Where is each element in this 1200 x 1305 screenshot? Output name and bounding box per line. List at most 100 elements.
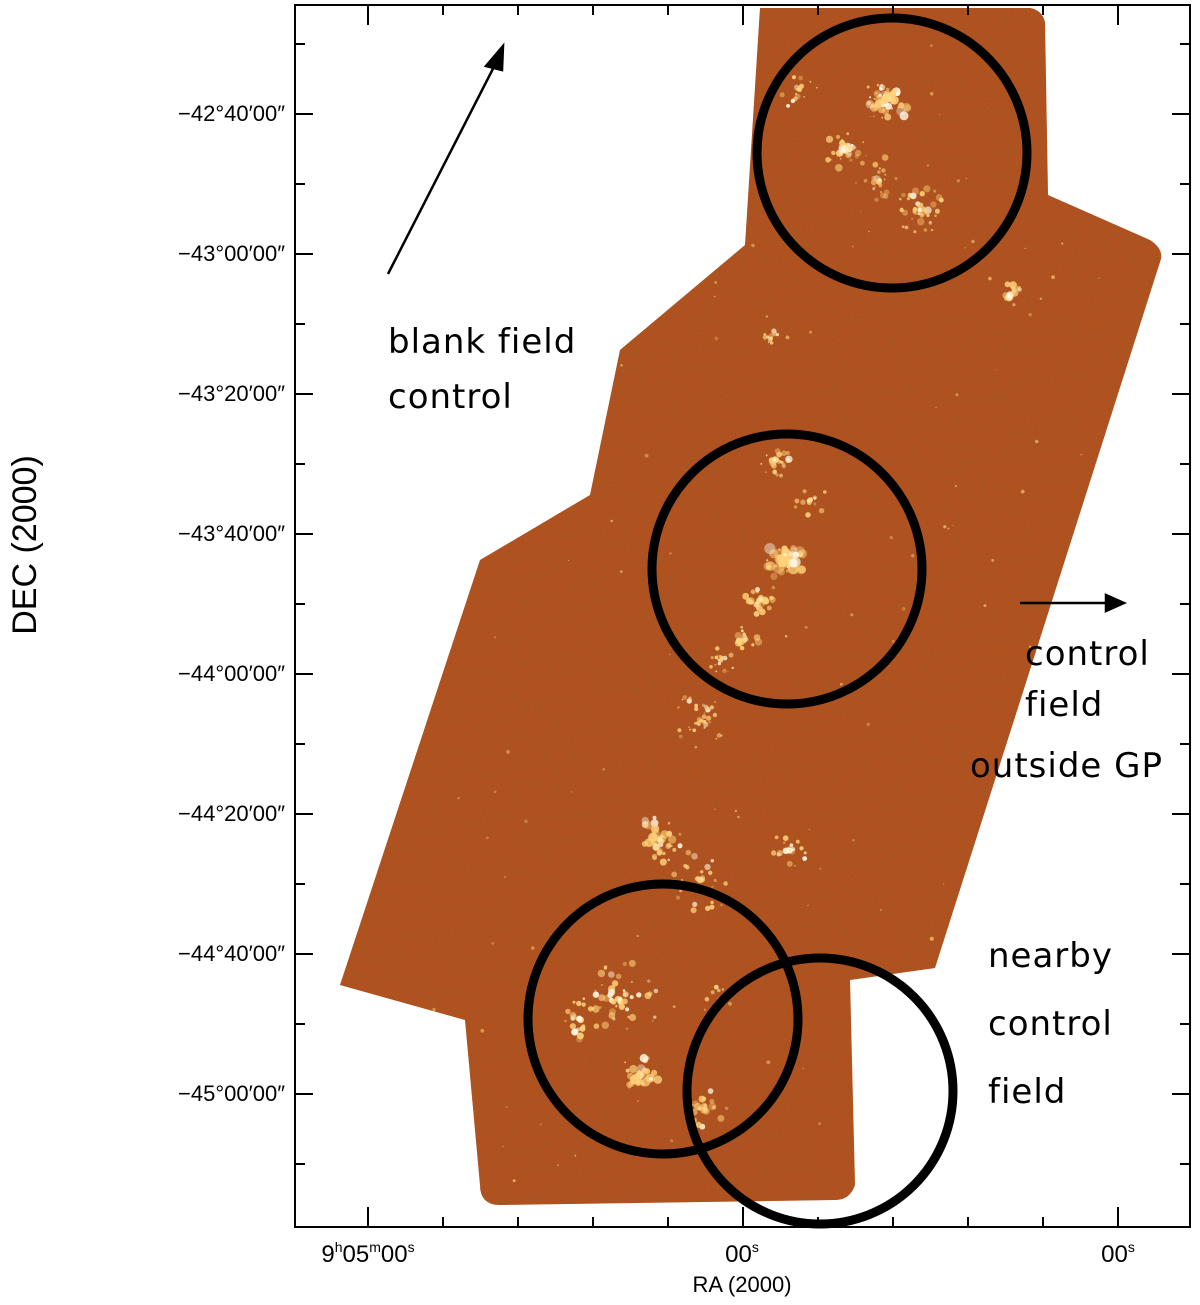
- emission-spot: [610, 519, 613, 523]
- emission-spot: [785, 569, 790, 573]
- emission-spot: [762, 604, 765, 607]
- emission-spot: [913, 230, 917, 234]
- emission-spot: [786, 860, 793, 867]
- emission-spot: [665, 843, 672, 850]
- annotation-nearby-line1: nearby: [988, 936, 1113, 976]
- emission-spot: [419, 1083, 422, 1086]
- emission-spot: [997, 1171, 999, 1174]
- emission-spot: [745, 638, 749, 642]
- y-tick-label: −44°20′00″: [178, 801, 285, 826]
- y-tick-label: −43°20′00″: [178, 381, 285, 406]
- emission-spot: [910, 192, 917, 200]
- emission-spot: [881, 154, 889, 161]
- emission-spot: [934, 214, 937, 217]
- emission-spot: [524, 819, 528, 824]
- emission-spot: [872, 105, 876, 109]
- emission-spot: [765, 454, 768, 457]
- emission-spot: [818, 1122, 821, 1125]
- emission-spot: [723, 881, 728, 886]
- emission-spot: [714, 808, 716, 810]
- emission-spot: [846, 132, 850, 136]
- emission-spot: [625, 1068, 630, 1073]
- emission-spot: [852, 839, 855, 842]
- emission-spot: [1009, 281, 1017, 289]
- emission-spot: [668, 653, 671, 656]
- emission-spot: [694, 706, 699, 712]
- emission-spot: [818, 508, 825, 514]
- emission-spot: [786, 847, 793, 854]
- emission-spot: [653, 1075, 663, 1084]
- emission-spot: [636, 1070, 641, 1076]
- emission-spot: [701, 1096, 707, 1102]
- emission-spot: [721, 988, 725, 991]
- emission-spot: [1091, 1066, 1093, 1068]
- annotation-blank-field-line2: control: [388, 377, 513, 417]
- emission-spot: [490, 94, 494, 98]
- field-circle-nearby-control: [682, 953, 958, 1229]
- emission-spot: [682, 695, 688, 700]
- emission-spot: [716, 654, 719, 657]
- emission-spot: [784, 634, 788, 638]
- emission-spot: [629, 1065, 638, 1073]
- emission-spot: [835, 164, 843, 172]
- y-tick-label: −45°00′00″: [178, 1081, 285, 1106]
- emission-spot: [711, 885, 714, 888]
- y-tick-marks: [295, 43, 1190, 1165]
- emission-spot: [643, 1068, 651, 1075]
- emission-spot: [655, 843, 658, 846]
- emission-spot: [930, 228, 934, 232]
- emission-spot: [808, 498, 812, 502]
- emission-spot: [802, 489, 807, 494]
- emission-spot: [850, 613, 854, 617]
- emission-spot: [788, 848, 792, 852]
- emission-spot: [839, 682, 843, 686]
- arrow-blank-field-line: [386, 54, 502, 275]
- emission-spot: [637, 1100, 639, 1102]
- emission-spot: [841, 148, 847, 154]
- emission-spot: [878, 93, 882, 97]
- emission-spot: [882, 107, 889, 115]
- emission-spot: [860, 160, 865, 166]
- emission-spot: [773, 458, 777, 462]
- annotation-nearby-line2: control: [988, 1004, 1113, 1044]
- emission-spot: [667, 821, 671, 825]
- emission-spot: [679, 889, 683, 893]
- emission-spot: [804, 625, 808, 629]
- emission-spot: [570, 791, 573, 793]
- emission-spot: [904, 225, 909, 230]
- emission-spot: [582, 997, 585, 1000]
- emission-spot: [854, 149, 862, 157]
- emission-spot: [672, 847, 677, 852]
- annotation-outside-gp-line2: field: [1025, 685, 1103, 725]
- emission-spot: [719, 658, 723, 662]
- emission-spot: [883, 189, 890, 195]
- emission-spot: [653, 1015, 657, 1019]
- emission-spot: [493, 636, 496, 639]
- emission-spot: [618, 997, 622, 1002]
- emission-spot: [886, 99, 889, 102]
- emission-spot: [766, 1060, 771, 1065]
- emission-spot: [881, 116, 883, 119]
- emission-spot: [659, 858, 667, 866]
- emission-spot: [934, 208, 940, 214]
- emission-spot: [901, 607, 906, 611]
- emission-spot: [937, 1173, 941, 1178]
- emission-spot: [912, 206, 918, 212]
- emission-spot: [790, 98, 796, 104]
- emission-spot: [652, 855, 657, 861]
- field-circle-bottom: [523, 879, 803, 1159]
- emission-spot: [609, 1008, 616, 1016]
- emission-spot: [918, 208, 922, 212]
- emission-spot: [766, 605, 772, 611]
- emission-spot: [1024, 247, 1026, 250]
- annotations: blank field control control field outsid…: [388, 322, 1162, 1112]
- emission-spot: [723, 164, 726, 167]
- emission-spot: [712, 712, 718, 718]
- emission-spot: [963, 939, 965, 941]
- emission-spot: [928, 221, 933, 225]
- emission-spot: [603, 965, 608, 969]
- emission-spot: [592, 991, 600, 998]
- emission-spot: [433, 1042, 436, 1046]
- emission-spot: [897, 106, 900, 109]
- emission-spot: [870, 179, 877, 186]
